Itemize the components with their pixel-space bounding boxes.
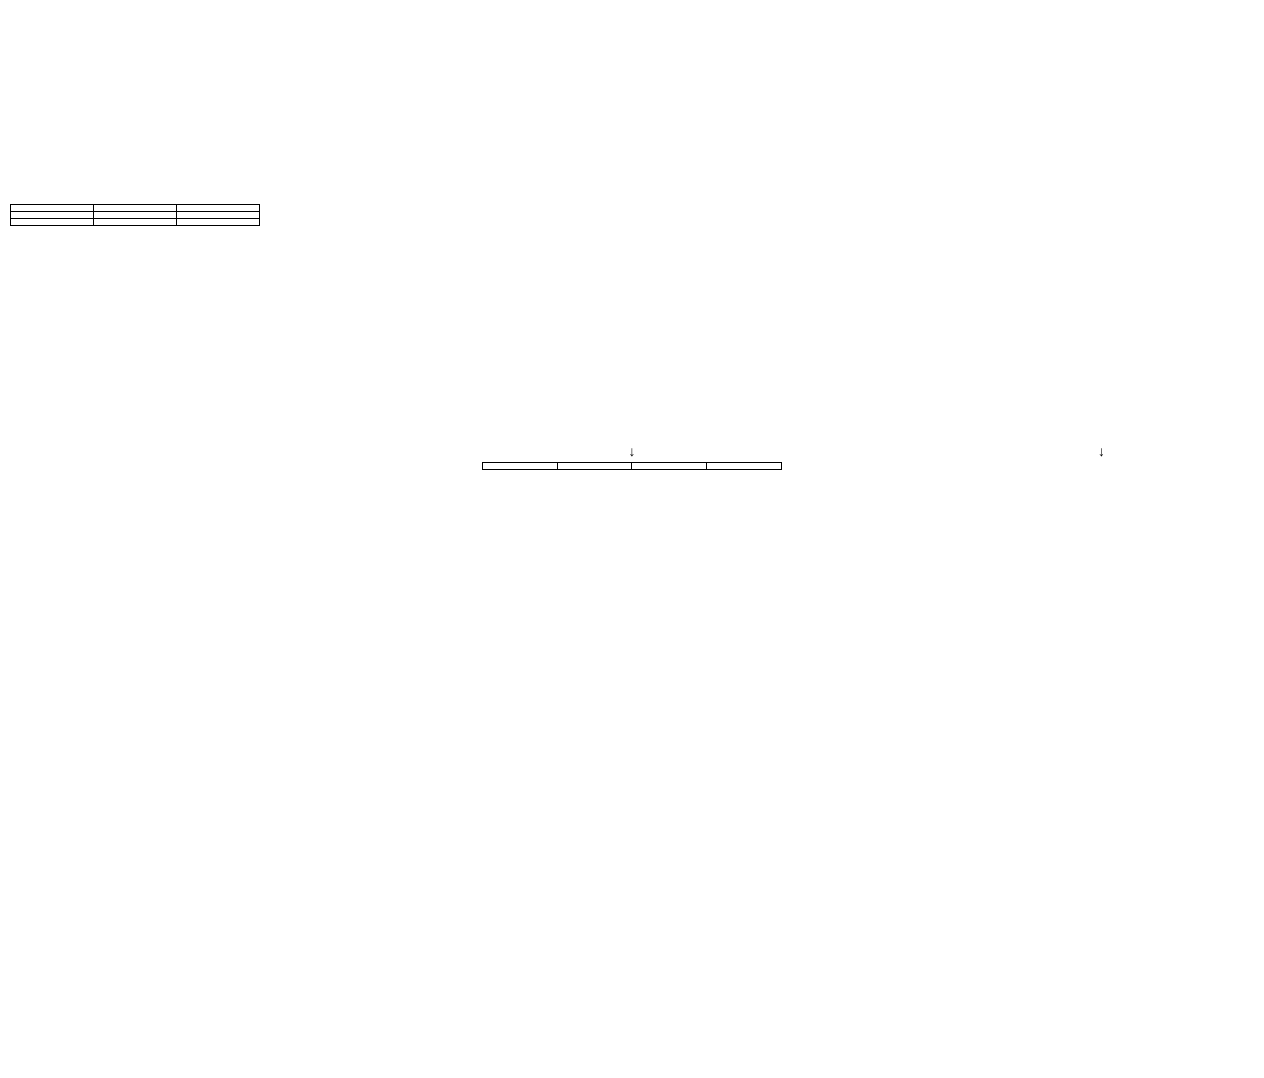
panelA-table [10,204,260,226]
venn-G [502,278,762,438]
th [632,463,707,470]
panelG-table [482,462,782,470]
venn-4way [28,28,268,198]
td [177,212,260,219]
th [177,205,260,212]
arrow-down-icon: ↓ [949,444,1254,458]
th [11,205,94,212]
venn-I [972,278,1232,438]
th [557,463,632,470]
td [94,219,177,226]
th [94,205,177,212]
th [707,463,782,470]
td [94,212,177,219]
th [482,463,557,470]
td [177,219,260,226]
arrow-down-icon: ↓ [427,444,836,458]
td [11,212,94,219]
td [11,219,94,226]
